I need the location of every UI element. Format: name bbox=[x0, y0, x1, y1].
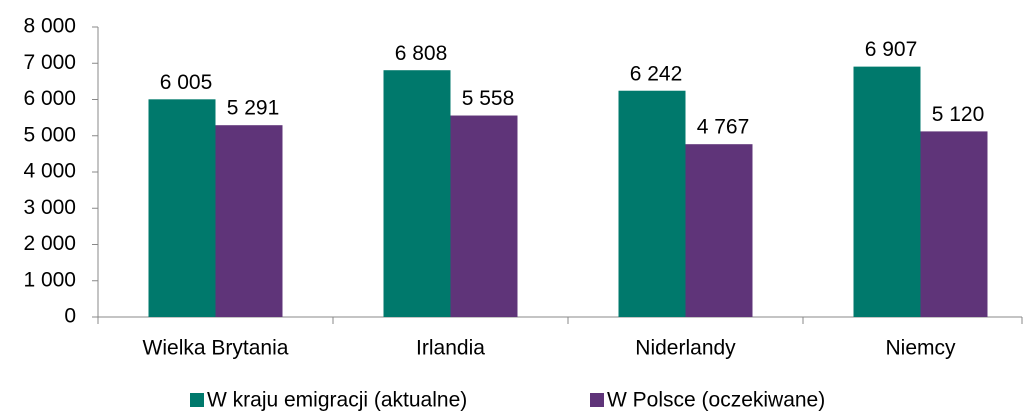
bar bbox=[215, 125, 283, 317]
y-tick-label: 0 bbox=[64, 305, 76, 328]
y-tick-label: 7 000 bbox=[23, 51, 76, 74]
legend-swatch bbox=[590, 393, 604, 407]
x-tick-label: Wielka Brytania bbox=[143, 337, 289, 360]
value-label: 6 242 bbox=[630, 62, 683, 85]
y-tick-label: 5 000 bbox=[23, 123, 76, 146]
x-tick-label: Irlandia bbox=[416, 337, 485, 360]
y-tick-label: 8 000 bbox=[23, 15, 76, 38]
legend-swatch bbox=[190, 393, 204, 407]
y-tick-label: 4 000 bbox=[23, 160, 76, 183]
value-label: 6 005 bbox=[160, 71, 213, 94]
legend-label: W Polsce (oczekiwane) bbox=[607, 389, 825, 412]
y-tick-label: 3 000 bbox=[23, 196, 76, 219]
value-label: 6 907 bbox=[865, 38, 918, 61]
bar bbox=[383, 70, 451, 318]
value-label: 5 120 bbox=[932, 103, 985, 126]
x-tick-label: Niderlandy bbox=[635, 337, 736, 360]
bar bbox=[618, 90, 686, 317]
y-tick-label: 1 000 bbox=[23, 268, 76, 291]
bar bbox=[450, 115, 518, 318]
y-tick-label: 6 000 bbox=[23, 87, 76, 110]
bar bbox=[853, 66, 921, 317]
value-label: 4 767 bbox=[697, 116, 750, 139]
bar bbox=[920, 131, 988, 317]
value-label: 6 808 bbox=[395, 42, 448, 65]
bar bbox=[148, 99, 216, 317]
x-tick-label: Niemcy bbox=[885, 337, 956, 360]
y-tick-label: 2 000 bbox=[23, 232, 76, 255]
bar bbox=[685, 144, 753, 317]
legend-label: W kraju emigracji (aktualne) bbox=[207, 389, 467, 412]
value-label: 5 558 bbox=[462, 87, 515, 110]
value-label: 5 291 bbox=[227, 97, 280, 120]
